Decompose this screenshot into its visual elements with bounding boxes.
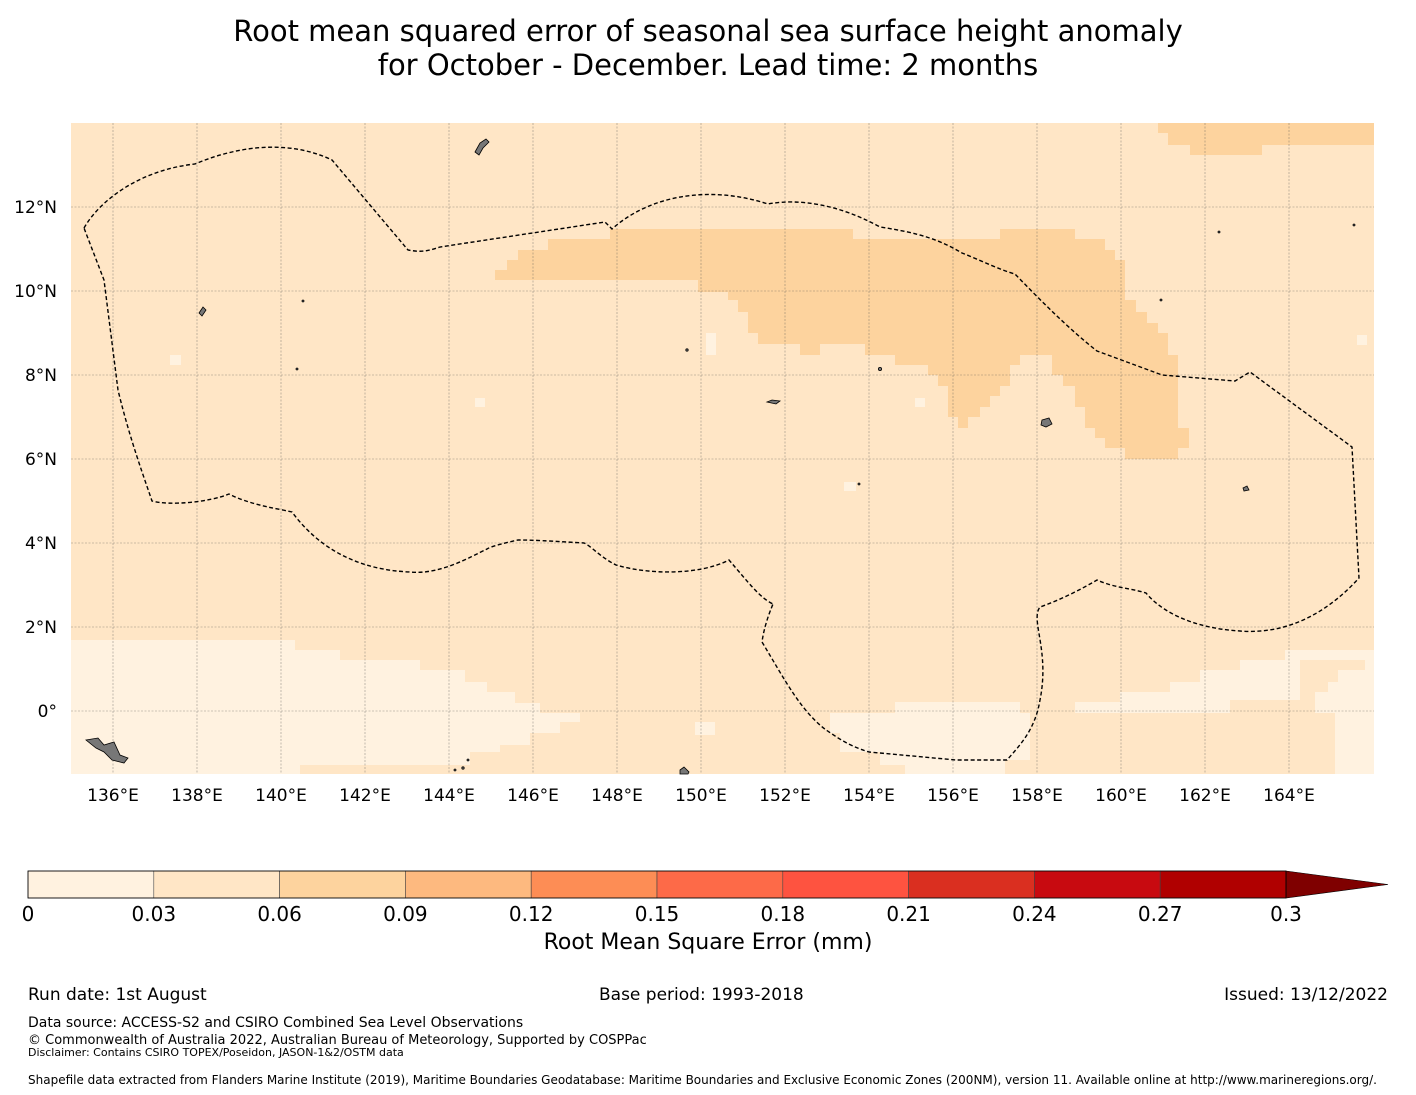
colorbar-segment	[1034, 870, 1161, 899]
low-error-region	[844, 482, 856, 491]
island	[1159, 298, 1163, 302]
colorbar-segment	[656, 870, 784, 899]
island	[1040, 417, 1053, 428]
colorbar	[27, 870, 1389, 899]
lon-tick-label: 162°E	[1179, 786, 1231, 806]
lon-tick-label: 148°E	[591, 786, 643, 806]
island	[85, 737, 129, 764]
low-error-region	[1357, 335, 1367, 345]
lon-tick-label: 154°E	[843, 786, 895, 806]
chart-title: Root mean squared error of seasonal sea …	[0, 14, 1416, 82]
island	[878, 366, 883, 371]
island	[765, 399, 782, 405]
island	[685, 348, 689, 352]
low-error-region	[915, 398, 925, 407]
island	[461, 766, 465, 770]
lon-tick-label: 156°E	[927, 786, 979, 806]
island	[198, 306, 207, 317]
data-source: Data source: ACCESS-S2 and CSIRO Combine…	[28, 1015, 524, 1031]
colorbar-tick-label: 0.03	[132, 902, 177, 926]
colorbar-tick-label: 0.15	[635, 902, 680, 926]
island	[857, 482, 861, 486]
island	[466, 758, 470, 762]
lat-tick-label: 6°N	[25, 450, 57, 470]
colorbar-tick-label: 0.21	[886, 902, 931, 926]
colorbar-tick-labels: 0 0.03 0.06 0.09 0.12 0.15 0.18 0.21 0.24 0.27 0.3	[22, 902, 1302, 926]
colorbar-tick-label: 0.27	[1138, 902, 1183, 926]
lon-tick-label: 146°E	[507, 786, 559, 806]
low-error-region	[170, 355, 181, 365]
title-line-1: Root mean squared error of seasonal sea …	[233, 14, 1183, 48]
low-error-region	[1075, 650, 1374, 774]
colorbar-tick-label: 0.12	[509, 902, 554, 926]
lon-tick-label: 160°E	[1095, 786, 1147, 806]
island	[474, 138, 490, 156]
colorbar-segment	[782, 870, 909, 899]
lat-tick-label: 8°N	[25, 366, 57, 386]
colorbar-tick-label: 0.09	[383, 902, 428, 926]
colorbar-label: Root Mean Square Error (mm)	[543, 930, 873, 955]
islands	[85, 138, 1356, 775]
high-error-region	[1158, 123, 1374, 155]
low-error-region	[71, 640, 580, 774]
gridlines	[71, 123, 1374, 774]
base-period: Base period: 1993-2018	[599, 985, 804, 1005]
colorbar-segment	[530, 870, 658, 899]
issued-date: Issued: 13/12/2022	[1224, 985, 1388, 1005]
high-error-region	[495, 229, 1189, 459]
longitude-tick-labels: 136°E 138°E 140°E 142°E 144°E 146°E 148°E 150°E…	[87, 786, 1315, 806]
island	[1352, 223, 1356, 227]
disclaimer: Disclaimer: Contains CSIRO TOPEX/Poseido…	[28, 1046, 404, 1059]
island	[1217, 230, 1221, 234]
lon-tick-label: 142°E	[339, 786, 391, 806]
low-error-region	[695, 722, 715, 735]
low-error-region	[706, 333, 716, 355]
lon-tick-label: 140°E	[255, 786, 307, 806]
colorbar-segment	[908, 870, 1035, 899]
colorbar-tick-label: 0.3	[1270, 902, 1302, 926]
colorbar-tick-label: 0.24	[1012, 902, 1057, 926]
colorbar-extend-arrow	[1285, 870, 1389, 899]
colorbar-tick-label: 0.06	[257, 902, 302, 926]
colorbar-segment	[153, 870, 280, 899]
lat-tick-label: 0°	[38, 702, 57, 722]
lon-tick-label: 144°E	[423, 786, 475, 806]
eez-boundary	[83, 146, 1360, 761]
lon-tick-label: 150°E	[675, 786, 727, 806]
low-error-region	[475, 398, 485, 407]
island	[301, 299, 305, 303]
lat-tick-label: 12°N	[14, 198, 57, 218]
lat-tick-label: 4°N	[25, 534, 57, 554]
copyright: © Commonwealth of Australia 2022, Austra…	[28, 1033, 647, 1048]
island	[295, 367, 299, 371]
run-date: Run date: 1st August	[28, 985, 207, 1005]
lon-tick-label: 158°E	[1011, 786, 1063, 806]
lon-tick-label: 136°E	[87, 786, 139, 806]
lon-tick-label: 164°E	[1263, 786, 1315, 806]
colorbar-segment	[279, 870, 406, 899]
colorbar-tick-label: 0	[22, 902, 35, 926]
colorbar-segment	[27, 870, 155, 899]
lon-tick-label: 152°E	[759, 786, 811, 806]
colorbar-outline	[27, 870, 1287, 899]
lat-tick-label: 2°N	[25, 618, 57, 638]
title-line-2: for October - December. Lead time: 2 mon…	[377, 48, 1039, 82]
shapefile-credit: Shapefile data extracted from Flanders M…	[28, 1073, 1377, 1087]
lon-tick-label: 138°E	[171, 786, 223, 806]
lat-tick-label: 10°N	[14, 282, 57, 302]
low-error-region	[830, 702, 1030, 774]
colorbar-tick-label: 0.18	[761, 902, 806, 926]
colorbar-segment	[1159, 870, 1287, 899]
colorbar-segment	[405, 870, 532, 899]
island	[1242, 485, 1250, 492]
island	[453, 768, 457, 772]
island	[679, 766, 690, 775]
latitude-tick-labels: 12°N 10°N 8°N 6°N 4°N 2°N 0°	[14, 198, 57, 722]
